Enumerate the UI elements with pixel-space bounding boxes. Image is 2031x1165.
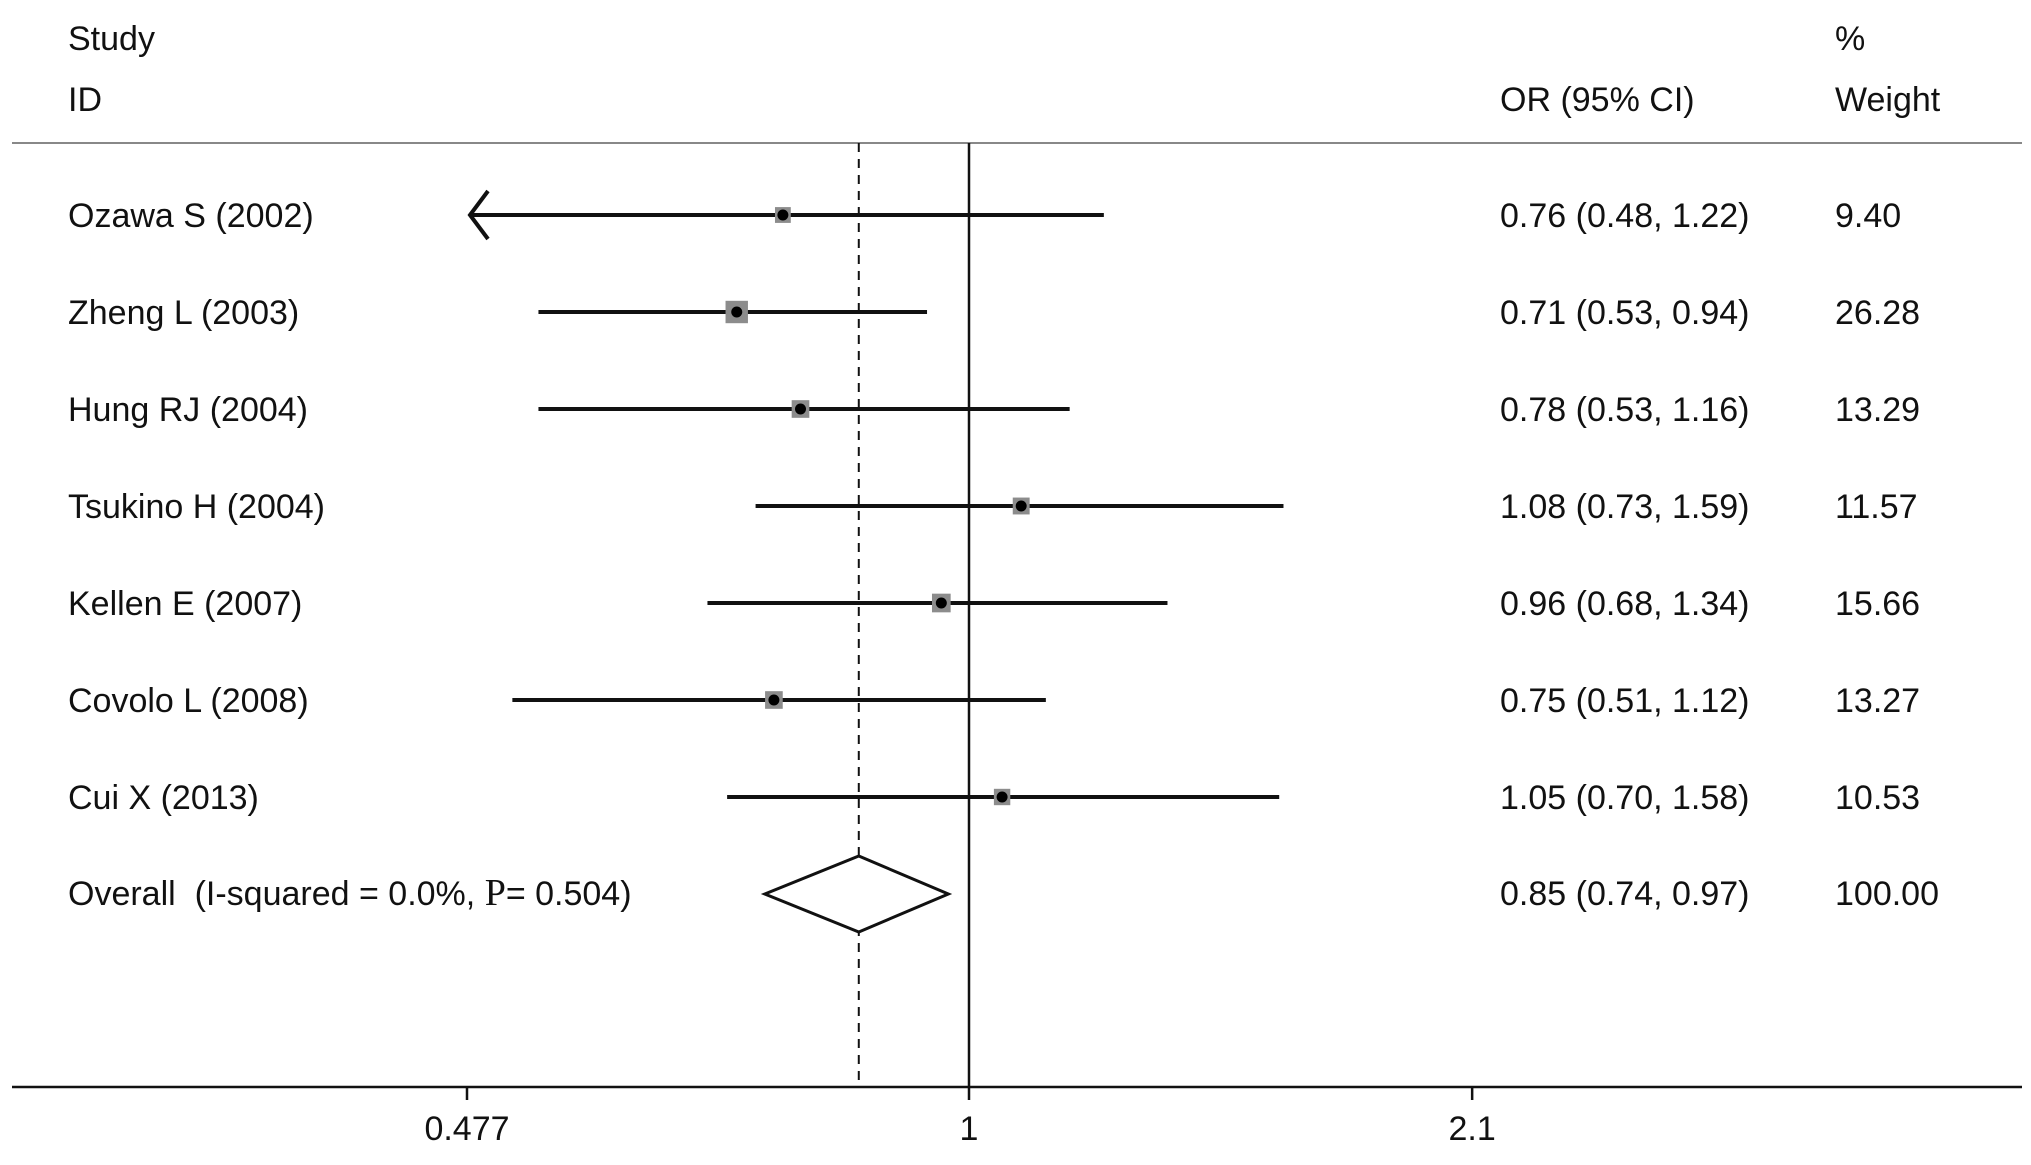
weight-text: 9.40	[1835, 197, 1901, 235]
study-row: Tsukino H (2004) 1.08 (0.73, 1.59) 11.57	[68, 488, 1918, 526]
study-label: Kellen E (2007)	[68, 585, 302, 623]
study-label: Hung RJ (2004)	[68, 391, 308, 429]
weight-text: 10.53	[1835, 779, 1920, 817]
weight-text: 15.66	[1835, 585, 1920, 623]
weight-text: 13.27	[1835, 682, 1920, 720]
weight-text: 11.57	[1835, 488, 1918, 526]
header-study: Study	[68, 20, 155, 58]
point-estimate	[768, 694, 780, 706]
header-percent: %	[1835, 20, 1865, 58]
header-or: OR (95% CI)	[1500, 81, 1695, 119]
or-ci-text: 0.96 (0.68, 1.34)	[1500, 585, 1750, 623]
overall-diamond	[760, 854, 953, 934]
overall-weight-text: 100.00	[1835, 875, 1939, 913]
header-id: ID	[68, 81, 102, 119]
study-row: Zheng L (2003) 0.71 (0.53, 0.94) 26.28	[68, 294, 1920, 332]
x-tick-label: 2.1	[1449, 1110, 1496, 1148]
study-row: Kellen E (2007) 0.96 (0.68, 1.34) 15.66	[68, 585, 1920, 623]
header-weight: Weight	[1835, 81, 1941, 119]
study-row: Covolo L (2008) 0.75 (0.51, 1.12) 13.27	[68, 682, 1920, 720]
overall-label: Overall (I-squared = 0.0%, P= 0.504)	[68, 872, 632, 914]
study-label: Covolo L (2008)	[68, 682, 309, 720]
study-label: Zheng L (2003)	[68, 294, 299, 332]
or-ci-text: 0.75 (0.51, 1.12)	[1500, 682, 1750, 720]
overall-label-prefix: Overall (I-squared = 0.0%,	[68, 875, 485, 913]
study-label: Tsukino H (2004)	[68, 488, 325, 526]
weight-text: 26.28	[1835, 294, 1920, 332]
point-estimate	[795, 403, 807, 415]
or-ci-text: 0.71 (0.53, 0.94)	[1500, 294, 1750, 332]
or-ci-text: 1.08 (0.73, 1.59)	[1500, 488, 1750, 526]
study-row: Ozawa S (2002) 0.76 (0.48, 1.22) 9.40	[68, 189, 1901, 241]
x-tick-label: 0.477	[424, 1110, 509, 1148]
weight-text: 13.29	[1835, 391, 1920, 429]
point-estimate	[935, 597, 947, 609]
point-estimate	[777, 209, 789, 221]
ci-truncation-arrow	[467, 189, 490, 241]
overall-label-p: P	[485, 872, 506, 914]
study-label: Ozawa S (2002)	[68, 197, 314, 235]
overall-label-suffix: = 0.504)	[506, 875, 632, 913]
or-ci-text: 1.05 (0.70, 1.58)	[1500, 779, 1750, 817]
study-label: Cui X (2013)	[68, 779, 259, 817]
overall-or-text: 0.85 (0.74, 0.97)	[1500, 875, 1750, 913]
or-ci-text: 0.76 (0.48, 1.22)	[1500, 197, 1750, 235]
or-ci-text: 0.78 (0.53, 1.16)	[1500, 391, 1750, 429]
study-row: Hung RJ (2004) 0.78 (0.53, 1.16) 13.29	[68, 391, 1920, 429]
point-estimate	[996, 791, 1008, 803]
study-row: Cui X (2013) 1.05 (0.70, 1.58) 10.53	[68, 779, 1920, 817]
x-tick-label: 1	[960, 1110, 979, 1148]
point-estimate	[1015, 500, 1027, 512]
point-estimate	[731, 306, 743, 318]
